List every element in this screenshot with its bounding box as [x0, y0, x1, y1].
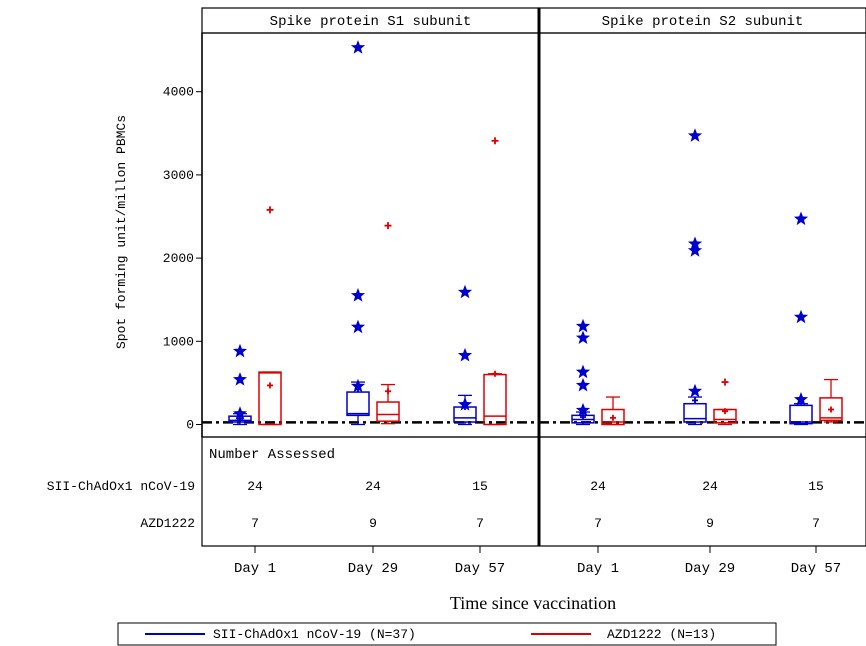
n-assessed-sii: 24 — [590, 479, 606, 494]
group-day-57 — [789, 211, 843, 426]
group-day-29 — [346, 40, 400, 426]
box-iqr — [483, 373, 507, 426]
outlier-star — [687, 243, 703, 257]
outlier-star — [232, 372, 248, 386]
group-day-57 — [453, 137, 507, 426]
n-assessed-azd: 7 — [594, 516, 602, 531]
outlier-star — [687, 383, 703, 398]
box-iqr — [601, 408, 625, 426]
outlier-star — [575, 318, 591, 333]
y-tick-label: 2000 — [163, 251, 194, 266]
n-assessed-sii: 24 — [365, 479, 381, 494]
x-tick-label: Day 29 — [348, 561, 398, 577]
row-label: SII-ChAdOx1 nCoV-19 — [47, 479, 195, 494]
number-assessed-frame — [201, 436, 866, 547]
box-iqr — [376, 401, 400, 422]
y-axis: 0 1000 2000 3000 4000 — [163, 33, 203, 437]
number-assessed-rows: SII-ChAdOx1 nCoV-19 AZD1222 24 7 24 9 15 7 24 7 24… — [47, 436, 866, 547]
x-tick-label: Day 29 — [685, 561, 735, 577]
box-iqr — [683, 402, 707, 423]
y-tick-label: 0 — [186, 418, 194, 433]
legend-entry-sii: SII-ChAdOx1 nCoV-19 (N=37) — [213, 627, 416, 642]
n-assessed-azd: 7 — [476, 516, 484, 531]
outlier-star — [457, 347, 473, 362]
box-iqr — [789, 404, 813, 425]
y-tick-label: 4000 — [163, 85, 194, 100]
panel-frame — [201, 32, 540, 438]
box-iqr — [346, 391, 370, 417]
n-assessed-azd: 7 — [251, 516, 259, 531]
x-tick-label: Day 57 — [455, 561, 505, 577]
n-assessed-sii: 15 — [472, 479, 488, 494]
outlier-star — [232, 343, 248, 358]
panel-frame — [538, 32, 866, 438]
n-assessed-sii: 15 — [808, 479, 824, 494]
n-assessed-sii: 24 — [702, 479, 718, 494]
x-axis-label: Time since vaccination — [450, 593, 616, 613]
group-day-29 — [683, 128, 737, 426]
n-assessed-azd: 9 — [369, 516, 377, 531]
outlier-star — [457, 284, 473, 299]
outlier-star — [232, 406, 248, 420]
y-tick-label: 1000 — [163, 334, 194, 349]
outlier-star — [350, 378, 366, 393]
box-iqr — [819, 397, 843, 422]
panel-2: Spike protein S2 subunit — [538, 7, 866, 438]
outlier-star — [350, 319, 366, 334]
outlier-star — [793, 392, 809, 406]
outlier-star — [457, 397, 473, 411]
outlier-star — [793, 211, 809, 226]
number-assessed-label: Number Assessed — [209, 447, 335, 463]
n-assessed-azd: 9 — [706, 516, 714, 531]
outlier-star — [350, 288, 366, 302]
outlier-star — [793, 309, 809, 324]
x-axis: Day 1 Day 29 Day 57 Day 1 Day 29 Day 57 — [234, 546, 841, 577]
panel-title: Spike protein S1 subunit — [270, 14, 472, 30]
group-day-1 — [228, 206, 282, 426]
box-iqr — [258, 371, 282, 426]
outlier-star — [687, 128, 703, 142]
group-day-1 — [571, 318, 625, 426]
legend-box — [117, 622, 777, 646]
y-axis-label: Spot forming unit/millon PBMCs — [114, 115, 129, 349]
outlier-star — [350, 40, 366, 54]
outlier-star — [575, 364, 591, 379]
x-tick-label: Day 57 — [791, 561, 841, 577]
legend-entry-azd: AZD1222 (N=13) — [607, 627, 716, 642]
panel-title: Spike protein S2 subunit — [602, 14, 804, 30]
y-tick-label: 3000 — [163, 168, 194, 183]
outlier-star — [575, 330, 591, 344]
x-tick-label: Day 1 — [234, 561, 276, 577]
x-tick-label: Day 1 — [577, 561, 619, 577]
n-assessed-sii: 24 — [247, 479, 263, 494]
n-assessed-azd: 7 — [812, 516, 820, 531]
row-label: AZD1222 — [140, 516, 195, 531]
panel-1: Spike protein S1 subunit — [201, 7, 540, 438]
panels: Spike protein S1 subunit Spike protein S2… — [201, 7, 866, 546]
outlier-star — [575, 402, 591, 417]
legend: SII-ChAdOx1 nCoV-19 (N=37) AZD1222 (N=13… — [117, 622, 777, 646]
outlier-star — [575, 377, 591, 392]
